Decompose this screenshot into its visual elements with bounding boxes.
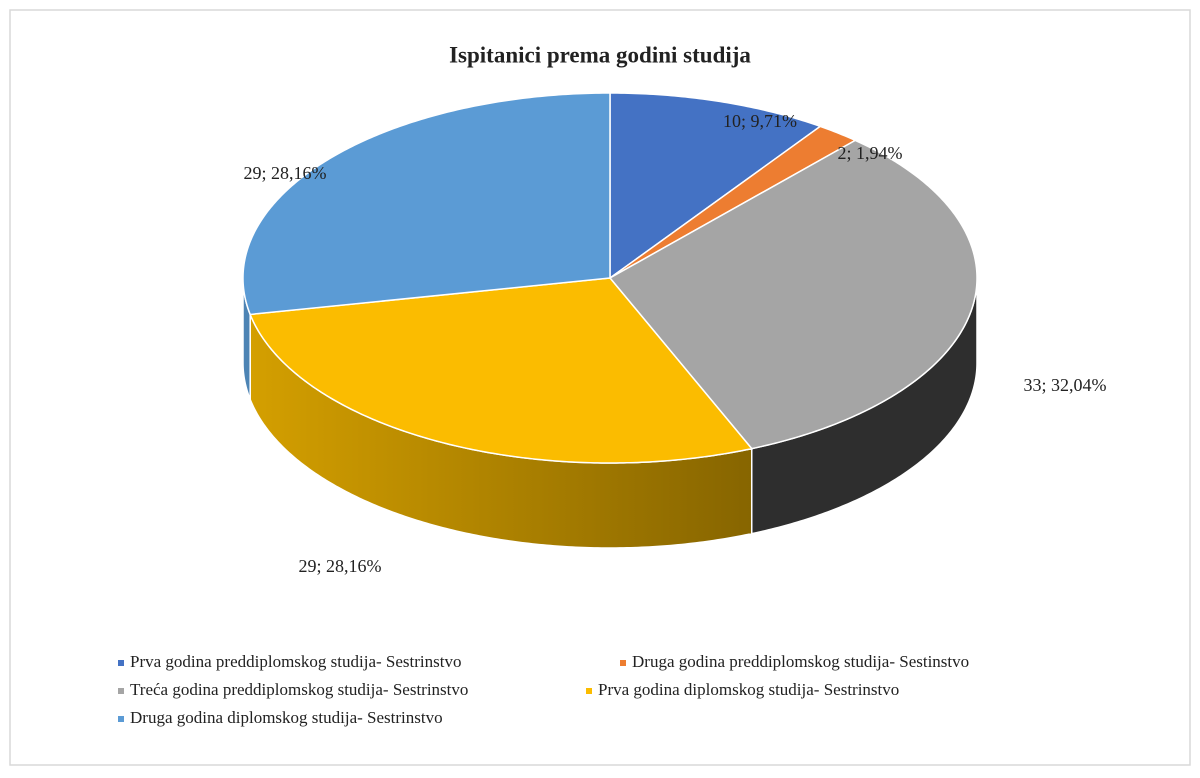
slice (609, 92, 822, 280)
data-label: 10; 9,71% (723, 111, 797, 131)
legend-label: Treća godina preddiplomskog studija- Ses… (130, 680, 468, 699)
slice (609, 125, 857, 279)
data-label: 29; 28,16% (299, 556, 382, 576)
data-label: 33; 32,04% (1024, 375, 1107, 395)
legend-marker (118, 716, 124, 722)
chart-title: Ispitanici prema godini studija (449, 42, 751, 67)
legend-marker (118, 660, 124, 666)
legend-label: Prva godina preddiplomskog studija- Sest… (130, 652, 461, 671)
legend-marker (586, 688, 592, 694)
legend-label: Prva godina diplomskog studija- Sestrins… (598, 680, 899, 699)
data-label: 2; 1,94% (838, 143, 903, 163)
slice (242, 92, 611, 316)
legend-marker (620, 660, 626, 666)
slice (249, 277, 754, 464)
slice (608, 139, 978, 450)
legend-label: Druga godina preddiplomskog studija- Ses… (632, 652, 969, 671)
data-label: 29; 28,16% (244, 163, 327, 183)
legend-marker (118, 688, 124, 694)
legend-label: Druga godina diplomskog studija- Sestrin… (130, 708, 443, 727)
